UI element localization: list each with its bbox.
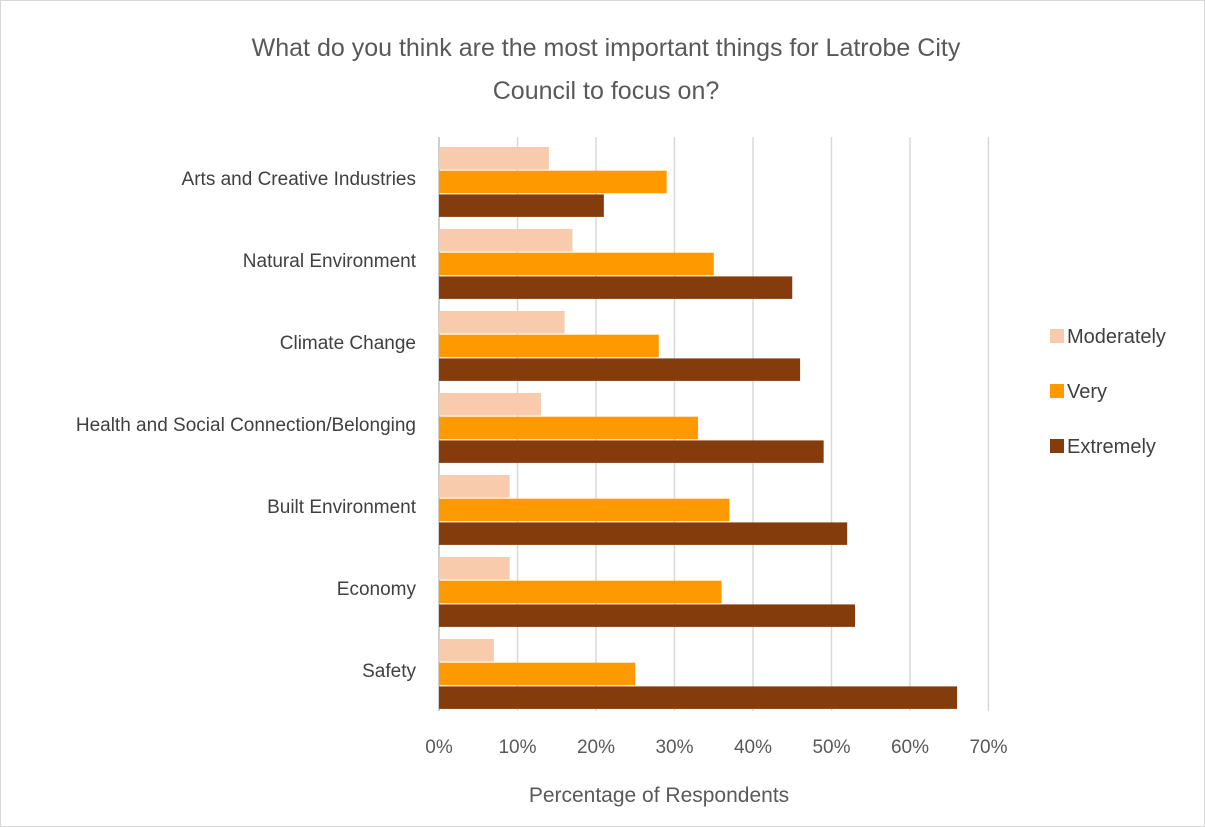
bar-very-1 [439, 252, 714, 276]
bar-very-0 [439, 170, 667, 194]
category-label-3: Health and Social Connection/Belonging [76, 415, 416, 436]
bar-moderately-2 [439, 311, 565, 334]
x-tick-label-6: 60% [891, 737, 929, 758]
category-label-4: Built Environment [267, 497, 417, 518]
x-tick-label-5: 50% [812, 737, 850, 758]
bar-very-6 [439, 662, 636, 686]
bar-extremely-0 [439, 194, 604, 217]
x-tick-label-4: 40% [734, 737, 772, 758]
bar-moderately-6 [439, 639, 494, 662]
x-axis-title: Percentage of Respondents [529, 784, 789, 807]
x-tick-label-3: 30% [655, 737, 693, 758]
x-tick-label-7: 70% [969, 737, 1007, 758]
bars [439, 147, 958, 709]
bar-extremely-1 [439, 276, 793, 299]
bar-moderately-4 [439, 475, 510, 498]
legend-swatch-moderately [1050, 329, 1064, 343]
bar-very-3 [439, 416, 699, 440]
legend-label-extremely: Extremely [1067, 436, 1156, 458]
bar-extremely-2 [439, 358, 801, 381]
bar-extremely-3 [439, 440, 824, 463]
bar-very-2 [439, 334, 659, 358]
category-labels: Arts and Creative Industries Natural Envi… [76, 169, 417, 682]
bar-extremely-5 [439, 604, 856, 627]
x-tick-label-0: 0% [425, 737, 453, 758]
x-tick-label-2: 20% [577, 737, 615, 758]
bar-moderately-0 [439, 147, 549, 170]
legend-label-moderately: Moderately [1067, 326, 1166, 348]
bar-very-4 [439, 498, 730, 522]
bar-moderately-1 [439, 229, 573, 252]
legend-swatch-very [1050, 384, 1064, 398]
chart-title-line-1: What do you think are the most important… [252, 34, 961, 62]
legend: Moderately Very Extremely [1050, 326, 1166, 458]
bar-moderately-3 [439, 393, 542, 416]
x-tick-label-1: 10% [498, 737, 536, 758]
legend-label-very: Very [1067, 381, 1107, 403]
bar-very-5 [439, 580, 722, 604]
bar-extremely-4 [439, 522, 848, 545]
x-tick-labels: 0% 10% 20% 30% 40% 50% 60% 70% [425, 737, 1007, 758]
category-label-6: Safety [362, 661, 416, 682]
legend-swatch-extremely [1050, 439, 1064, 453]
category-label-1: Natural Environment [243, 251, 417, 272]
category-label-0: Arts and Creative Industries [182, 169, 416, 190]
bar-moderately-5 [439, 557, 510, 580]
category-label-2: Climate Change [280, 333, 416, 354]
category-label-5: Economy [337, 579, 417, 600]
chart-title-line-2: Council to focus on? [493, 77, 720, 105]
bar-extremely-6 [439, 686, 958, 709]
